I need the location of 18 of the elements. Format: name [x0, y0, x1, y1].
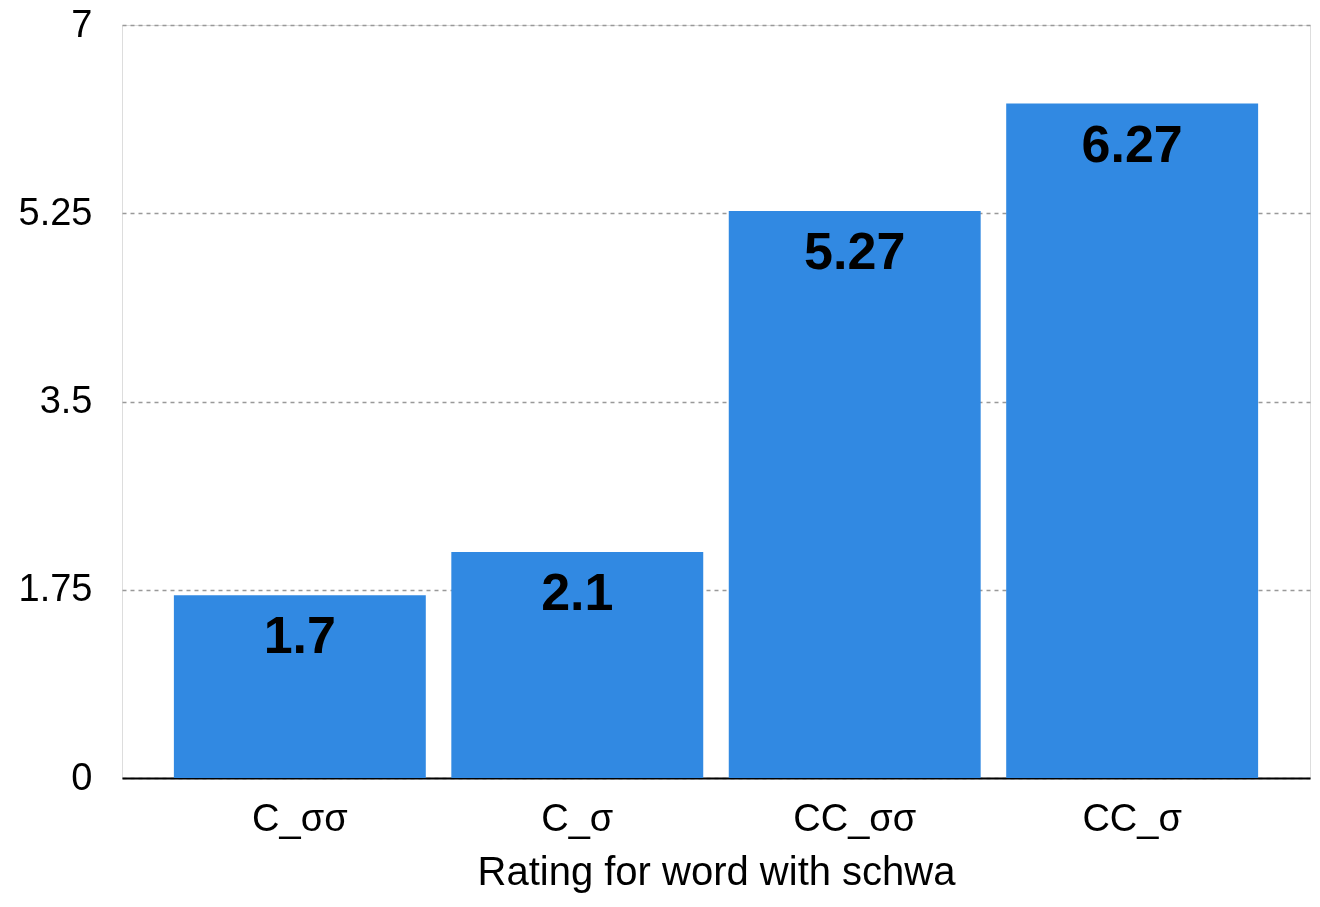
bar [451, 552, 704, 778]
y-tick-label: 7 [71, 2, 93, 45]
data-label: 1.7 [263, 606, 336, 665]
data-label: 5.27 [804, 222, 906, 281]
x-tick-label: C_σ [541, 796, 614, 839]
data-label: 6.27 [1081, 114, 1183, 173]
x-tick-label: CC_σσ [793, 796, 917, 839]
y-tick-label: 1.75 [18, 567, 93, 610]
bar [173, 595, 426, 778]
y-tick-label: 3.5 [39, 379, 93, 421]
y-tick-label: 5.25 [18, 190, 93, 233]
data-label: 2.1 [541, 563, 614, 622]
bar [728, 211, 981, 778]
y-tick-label: 0 [71, 755, 93, 798]
x-axis-title: Rating for word with schwa [477, 848, 957, 893]
x-tick-label: C_σσ [252, 796, 348, 839]
x-tick-label: CC_σ [1082, 796, 1182, 839]
bar [1006, 103, 1259, 778]
